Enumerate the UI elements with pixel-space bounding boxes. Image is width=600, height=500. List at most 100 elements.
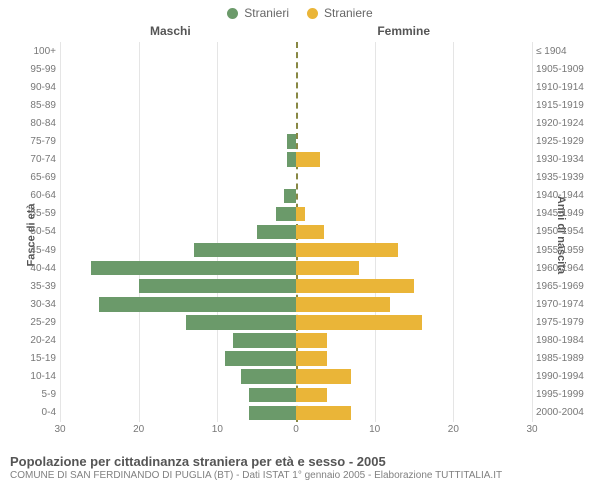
birth-label: 1940-1944 (536, 190, 592, 201)
age-label: 55-59 (16, 208, 56, 219)
chart-row: 15-191985-1989 (60, 350, 532, 368)
chart-row: 10-141990-1994 (60, 368, 532, 386)
age-label: 100+ (16, 46, 56, 57)
bar-male (139, 279, 296, 293)
bar-male (287, 134, 296, 148)
age-label: 25-29 (16, 317, 56, 328)
birth-label: 1925-1929 (536, 136, 592, 147)
age-label: 15-19 (16, 353, 56, 364)
chart-row: 30-341970-1974 (60, 295, 532, 313)
bar-female (296, 333, 327, 347)
chart-row: 5-91995-1999 (60, 386, 532, 404)
chart-row: 45-491955-1959 (60, 241, 532, 259)
birth-label: 1985-1989 (536, 353, 592, 364)
age-label: 30-34 (16, 299, 56, 310)
age-label: 70-74 (16, 154, 56, 165)
chart-row: 85-891915-1919 (60, 96, 532, 114)
chart-row: 50-541950-1954 (60, 223, 532, 241)
birth-label: 1910-1914 (536, 82, 592, 93)
bar-female (296, 406, 351, 420)
bar-male (241, 369, 296, 383)
age-label: 95-99 (16, 64, 56, 75)
chart-row: 60-641940-1944 (60, 187, 532, 205)
birth-label: 1930-1934 (536, 154, 592, 165)
bar-female (296, 207, 305, 221)
column-title-left: Maschi (150, 24, 191, 38)
birth-label: 1920-1924 (536, 118, 592, 129)
age-label: 65-69 (16, 172, 56, 183)
swatch-female (307, 8, 318, 19)
age-label: 35-39 (16, 281, 56, 292)
x-tick: 10 (369, 424, 380, 435)
birth-label: 1995-1999 (536, 389, 592, 400)
bar-male (194, 243, 296, 257)
column-title-right: Femmine (377, 24, 430, 38)
birth-label: 1990-1994 (536, 371, 592, 382)
legend: Stranieri Straniere (0, 0, 600, 20)
legend-label-male: Stranieri (244, 6, 289, 20)
birth-label: 1950-1954 (536, 226, 592, 237)
chart-row: 0-42000-2004 (60, 404, 532, 422)
bar-male (276, 207, 296, 221)
age-label: 50-54 (16, 226, 56, 237)
bar-male (249, 406, 296, 420)
birth-label: ≤ 1904 (536, 46, 592, 57)
birth-label: 1975-1979 (536, 317, 592, 328)
age-label: 60-64 (16, 190, 56, 201)
x-tick: 30 (526, 424, 537, 435)
birth-label: 1970-1974 (536, 299, 592, 310)
bar-female (296, 261, 359, 275)
chart-row: 95-991905-1909 (60, 60, 532, 78)
birth-label: 1955-1959 (536, 245, 592, 256)
bar-male (225, 351, 296, 365)
age-label: 0-4 (16, 407, 56, 418)
bar-male (257, 225, 296, 239)
age-label: 10-14 (16, 371, 56, 382)
birth-label: 1965-1969 (536, 281, 592, 292)
birth-label: 1960-1964 (536, 263, 592, 274)
age-label: 80-84 (16, 118, 56, 129)
chart-row: 70-741930-1934 (60, 151, 532, 169)
chart-row: 80-841920-1924 (60, 114, 532, 132)
bar-male (249, 388, 296, 402)
age-label: 20-24 (16, 335, 56, 346)
legend-item-male: Stranieri (227, 6, 289, 20)
bar-female (296, 243, 398, 257)
bar-female (296, 279, 414, 293)
legend-item-female: Straniere (307, 6, 373, 20)
bar-female (296, 351, 327, 365)
age-label: 90-94 (16, 82, 56, 93)
birth-label: 1945-1949 (536, 208, 592, 219)
age-label: 5-9 (16, 389, 56, 400)
x-axis: 3020100102030 (60, 424, 532, 438)
x-tick: 10 (212, 424, 223, 435)
x-tick: 20 (448, 424, 459, 435)
bar-male (287, 152, 296, 166)
chart-row: 55-591945-1949 (60, 205, 532, 223)
footer-subtitle: COMUNE DI SAN FERDINANDO DI PUGLIA (BT) … (10, 470, 590, 481)
footer: Popolazione per cittadinanza straniera p… (0, 450, 600, 481)
birth-label: 1905-1909 (536, 64, 592, 75)
chart-row: 40-441960-1964 (60, 259, 532, 277)
bar-male (186, 315, 296, 329)
bar-male (233, 333, 296, 347)
bar-rows: 100+≤ 190495-991905-190990-941910-191485… (60, 42, 532, 422)
age-label: 75-79 (16, 136, 56, 147)
swatch-male (227, 8, 238, 19)
bar-female (296, 297, 390, 311)
x-tick: 0 (293, 424, 299, 435)
chart-row: 100+≤ 1904 (60, 42, 532, 60)
age-label: 40-44 (16, 263, 56, 274)
footer-title: Popolazione per cittadinanza straniera p… (10, 454, 590, 469)
bar-female (296, 369, 351, 383)
bar-male (91, 261, 296, 275)
chart-row: 90-941910-1914 (60, 78, 532, 96)
birth-label: 1915-1919 (536, 100, 592, 111)
chart-row: 35-391965-1969 (60, 277, 532, 295)
x-tick: 20 (133, 424, 144, 435)
age-label: 45-49 (16, 245, 56, 256)
bar-female (296, 315, 422, 329)
birth-label: 1980-1984 (536, 335, 592, 346)
bar-male (99, 297, 296, 311)
chart-row: 65-691935-1939 (60, 169, 532, 187)
